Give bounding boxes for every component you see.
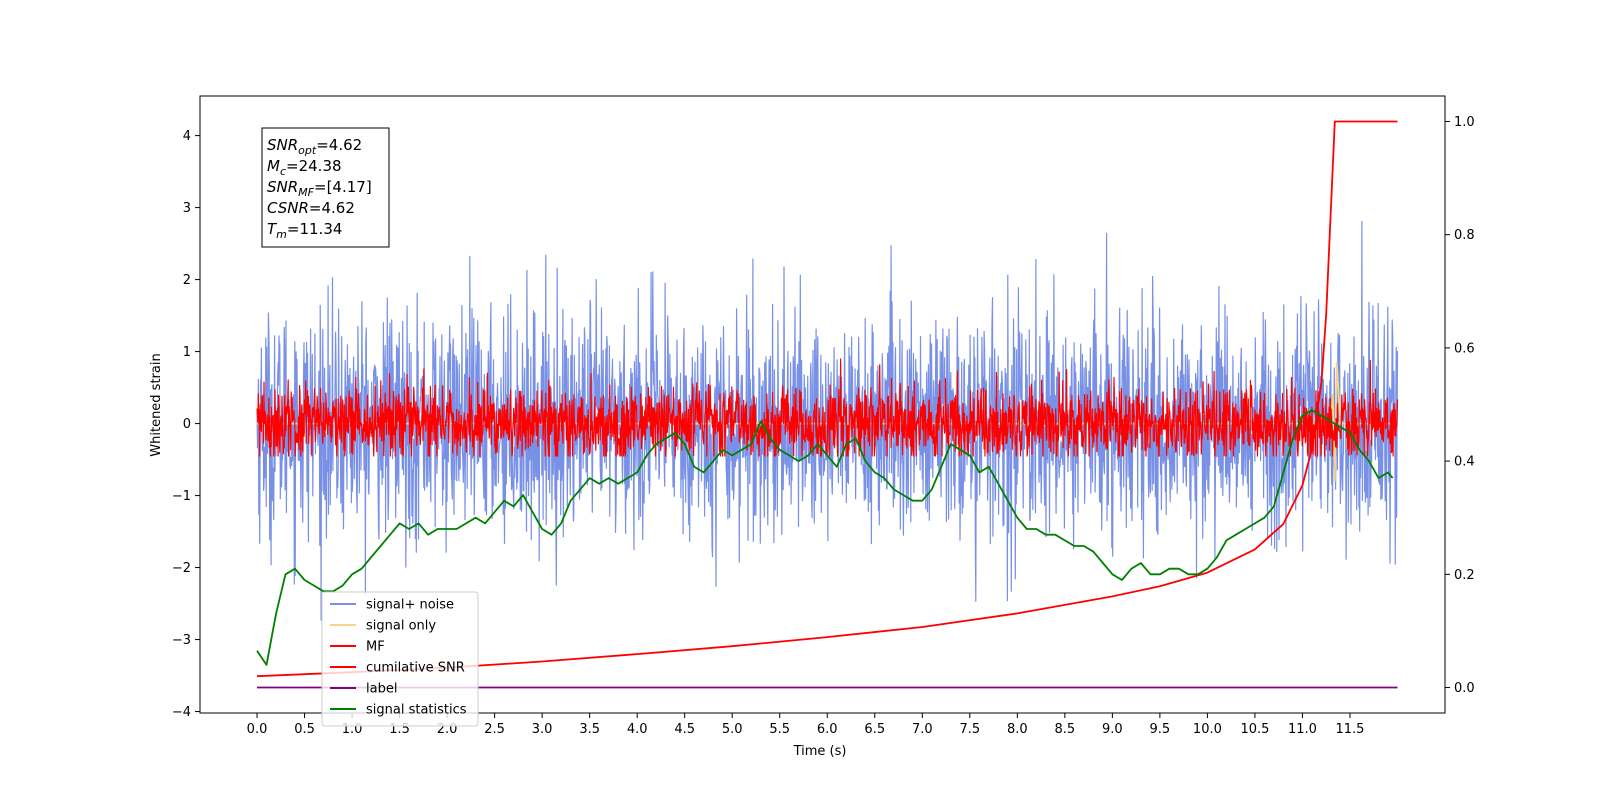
x-tick-label: 11.0 (1288, 722, 1317, 737)
y2-tick-label: 0.4 (1454, 455, 1475, 470)
info-line-snr-mf: SNRMF=[4.17] (267, 178, 372, 199)
x-tick-label: 9.5 (1150, 722, 1171, 737)
x-tick-label: 3.5 (579, 722, 600, 737)
x-tick-label: 8.0 (1007, 722, 1028, 737)
series-line-mf (256, 358, 1399, 457)
x-tick-label: 10.5 (1240, 722, 1269, 737)
x-tick-label: 0.5 (294, 722, 315, 737)
x-tick-label: 7.0 (912, 722, 933, 737)
y2-tick-label: 0.8 (1454, 228, 1475, 243)
legend-frame (321, 591, 479, 727)
x-tick-label: 4.0 (627, 722, 648, 737)
series-line-signal-noise (256, 220, 1399, 621)
x-tick-label: 8.5 (1055, 722, 1076, 737)
series-line-signal-statistics (256, 409, 1394, 666)
legend-label-cumilative-snr: cumilative SNR (366, 661, 465, 676)
x-tick-label: 9.0 (1102, 722, 1123, 737)
y-axis-right: 0.0 0.2 0.4 0.6 0.8 1.0 (1445, 115, 1475, 696)
y-tick-label: −1 (172, 489, 191, 504)
info-box: SNRopt=4.62Mc=24.38SNRMF=[4.17]CSNR=4.62… (261, 127, 390, 248)
x-tick-label: 4.5 (674, 722, 695, 737)
x-tick-label: 5.5 (769, 722, 790, 737)
legend-label-signal-only: signal only (366, 619, 436, 634)
y-axis-label: Whitened strain (149, 353, 164, 456)
info-line-m-c: Mc=24.38 (267, 157, 342, 178)
y-tick-label: −2 (172, 561, 191, 576)
y2-tick-label: 1.0 (1454, 115, 1475, 130)
plot-series (256, 120, 1399, 689)
y2-tick-label: 0.2 (1454, 568, 1475, 583)
info-line-snr-opt: SNRopt=4.62 (267, 136, 362, 157)
y-tick-label: 1 (183, 345, 191, 360)
x-tick-label: 0.0 (247, 722, 268, 737)
x-tick-label: 7.5 (959, 722, 980, 737)
legend-label-mf: MF (366, 640, 385, 655)
y-tick-label: 2 (183, 273, 191, 288)
info-line-t-m: Tm=11.34 (267, 220, 342, 241)
y-tick-label: −4 (172, 705, 191, 720)
info-box-frame (261, 127, 390, 248)
legend-label-signal-noise: signal+ noise (366, 598, 454, 613)
y-tick-label: 3 (183, 201, 191, 216)
x-tick-label: 3.0 (532, 722, 553, 737)
x-tick-label: 10.0 (1193, 722, 1222, 737)
y2-tick-label: 0.6 (1454, 341, 1475, 356)
x-tick-label: 2.5 (484, 722, 505, 737)
x-axis-label: Time (s) (793, 744, 847, 759)
legend: signal+ noise signal only MF cumilative SNR… (321, 591, 479, 727)
x-tick-label: 6.0 (817, 722, 838, 737)
x-tick-label: 5.0 (722, 722, 743, 737)
legend-label-signal-statistics: signal statistics (366, 703, 467, 718)
info-line-csnr: CSNR=4.62 (267, 199, 355, 217)
series-line-cumilative-snr (256, 120, 1398, 678)
y-tick-label: −3 (172, 633, 191, 648)
y-tick-label: 4 (183, 129, 191, 144)
y-tick-label: 0 (183, 417, 191, 432)
legend-label-label: label (366, 682, 397, 697)
plot-frame (199, 95, 1446, 714)
y-axis-left: −4 −3 −2 −1 0 1 2 3 4 (172, 129, 200, 720)
y2-tick-label: 0.0 (1454, 681, 1475, 696)
x-tick-label: 11.5 (1335, 722, 1364, 737)
x-tick-label: 6.5 (864, 722, 885, 737)
